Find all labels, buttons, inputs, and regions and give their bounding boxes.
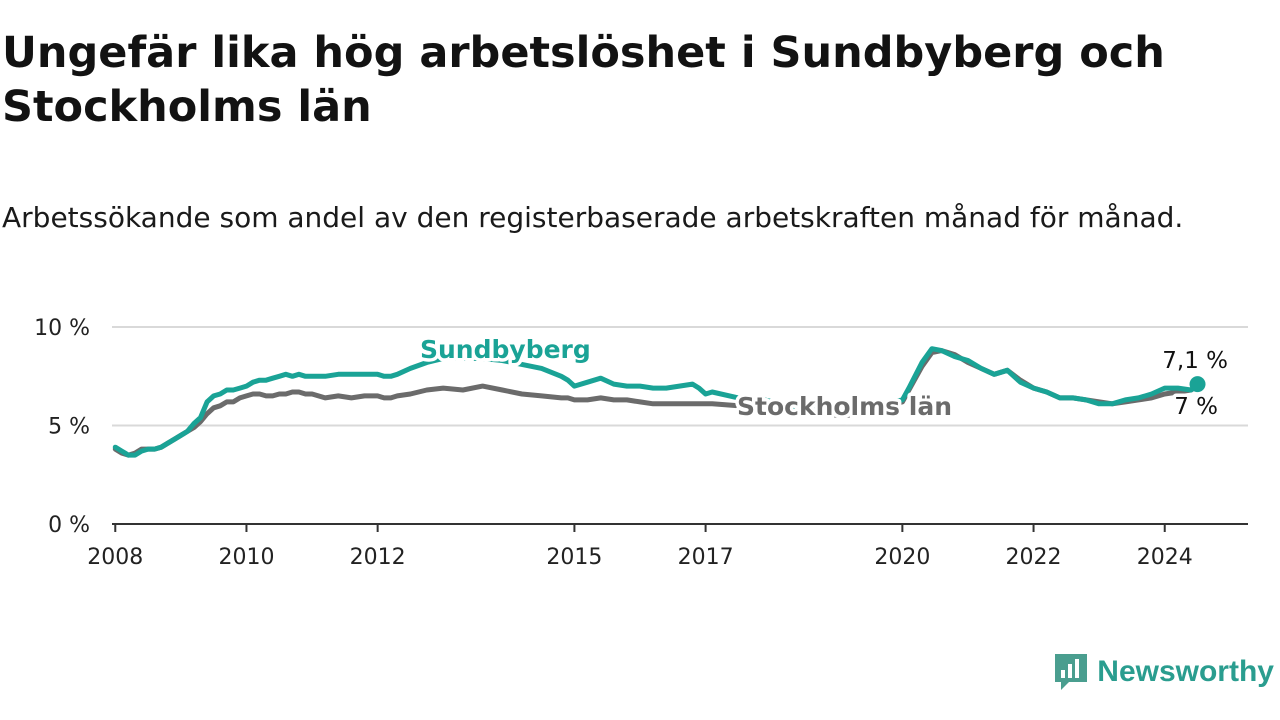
- x-tick-label: 2012: [350, 545, 406, 570]
- brand-name: Newsworthy: [1097, 655, 1274, 688]
- y-tick-label: 0 %: [48, 513, 90, 538]
- x-tick-label: 2020: [874, 545, 930, 570]
- stockholm-series-label: Stockholms län: [737, 392, 952, 421]
- chart-title: Ungefär lika hög arbetslöshet i Sundbybe…: [2, 28, 1165, 132]
- x-tick-label: 2010: [218, 545, 274, 570]
- line-chart: 0 % 5 % 10 % 2008 2010 2012 2015 2017 2020 2022 20…: [34, 316, 1248, 570]
- x-tick-label: 2024: [1137, 545, 1193, 570]
- sundbyberg-line: [112, 346, 1200, 458]
- stockholm-end-value-label: 7 %: [1174, 394, 1218, 420]
- sundbyberg-end-value-label: 7,1 %: [1162, 348, 1228, 374]
- stockholm-line: [112, 348, 1200, 458]
- brand-logo: Newsworthy: [1053, 652, 1274, 692]
- x-tick-label: 2015: [546, 545, 602, 570]
- x-tick-label: 2022: [1006, 545, 1062, 570]
- sundbyberg-end-point: [1189, 376, 1206, 393]
- x-tick-label: 2008: [87, 545, 143, 570]
- x-tick-label: 2017: [678, 545, 734, 570]
- y-tick-label: 5 %: [48, 415, 90, 440]
- y-tick-label: 10 %: [34, 316, 90, 341]
- newsworthy-logo-icon: [1055, 654, 1088, 690]
- sundbyberg-series-label: Sundbyberg: [420, 335, 591, 364]
- chart-subtitle: Arbetssökande som andel av den registerb…: [2, 201, 1184, 234]
